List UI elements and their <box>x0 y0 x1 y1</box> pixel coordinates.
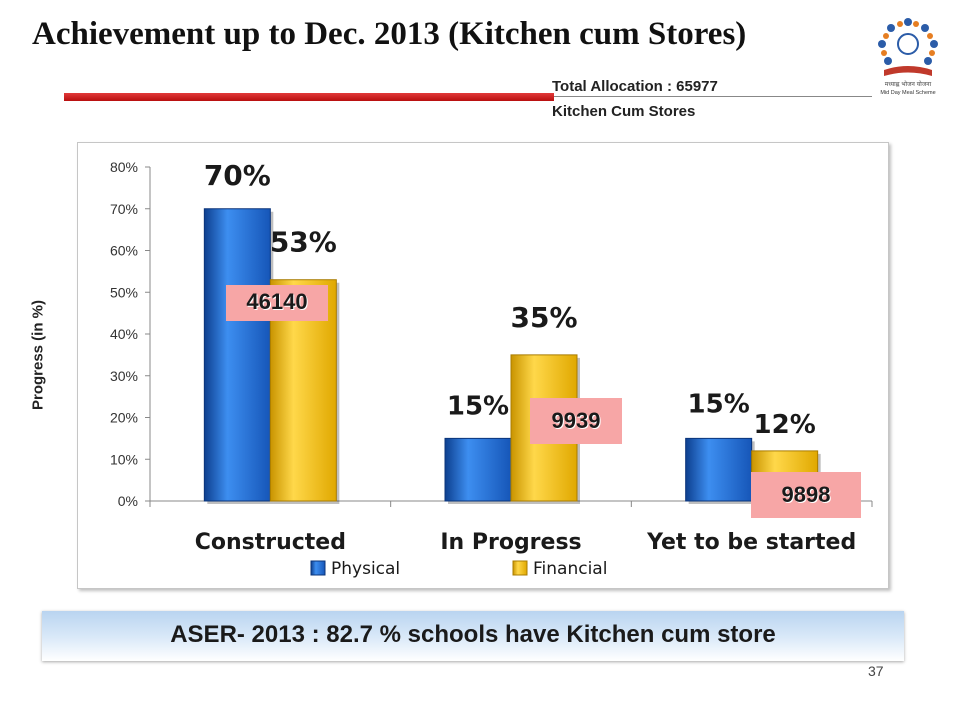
x-category-label: Constructed <box>195 530 346 555</box>
allocation-total: Total Allocation : 65977 <box>552 78 718 95</box>
legend-label-financial: Financial <box>533 559 607 579</box>
data-label: 15% <box>688 389 750 419</box>
allocation-rule <box>554 96 872 97</box>
y-tick-label: 70% <box>110 201 138 217</box>
data-label: 12% <box>754 410 816 440</box>
data-label: 70% <box>204 159 271 192</box>
x-category-label: In Progress <box>440 530 581 555</box>
y-tick-label: 40% <box>110 326 138 342</box>
legend-label-physical: Physical <box>331 559 400 579</box>
y-tick-label: 60% <box>110 243 138 259</box>
mid-day-meal-logo: मध्याह्न भोजन योजना Mid Day Meal Scheme <box>878 18 938 96</box>
count-label-in-progress: 9939 <box>530 398 622 444</box>
bar-physical-yet-to-be-started <box>685 437 753 502</box>
page-number: 37 <box>868 663 884 679</box>
y-tick-label: 20% <box>110 410 138 426</box>
legend-swatch-physical <box>310 560 326 576</box>
aser-banner-text: ASER- 2013 : 82.7 % schools have Kitchen… <box>170 621 776 648</box>
svg-text:मध्याह्न भोजन योजना: मध्याह्न भोजन योजना <box>885 80 932 88</box>
y-tick-label: 30% <box>110 368 138 384</box>
bar-physical-in-progress <box>444 437 512 502</box>
y-tick-label: 10% <box>110 451 138 467</box>
page-title: Achievement up to Dec. 2013 (Kitchen cum… <box>32 16 747 52</box>
allocation-info: Total Allocation : 65977 Kitchen Cum Sto… <box>552 74 718 124</box>
x-category-label: Yet to be started <box>646 530 856 555</box>
allocation-subtitle: Kitchen Cum Stores <box>552 103 696 120</box>
data-label: 15% <box>447 391 509 421</box>
data-label: 35% <box>510 301 577 334</box>
bar-physical-constructed <box>203 208 271 502</box>
aser-banner: ASER- 2013 : 82.7 % schools have Kitchen… <box>42 611 904 661</box>
y-tick-label: 50% <box>110 284 138 300</box>
legend-swatch-financial <box>512 560 528 576</box>
title-underline <box>64 93 554 101</box>
y-tick-label: 0% <box>118 493 138 509</box>
y-tick-label: 80% <box>110 159 138 175</box>
count-label-constructed: 46140 <box>226 285 328 321</box>
data-label: 53% <box>270 226 337 259</box>
logo-caption: Mid Day Meal Scheme <box>880 90 935 96</box>
count-label-yet-to-start: 9898 <box>751 472 861 518</box>
